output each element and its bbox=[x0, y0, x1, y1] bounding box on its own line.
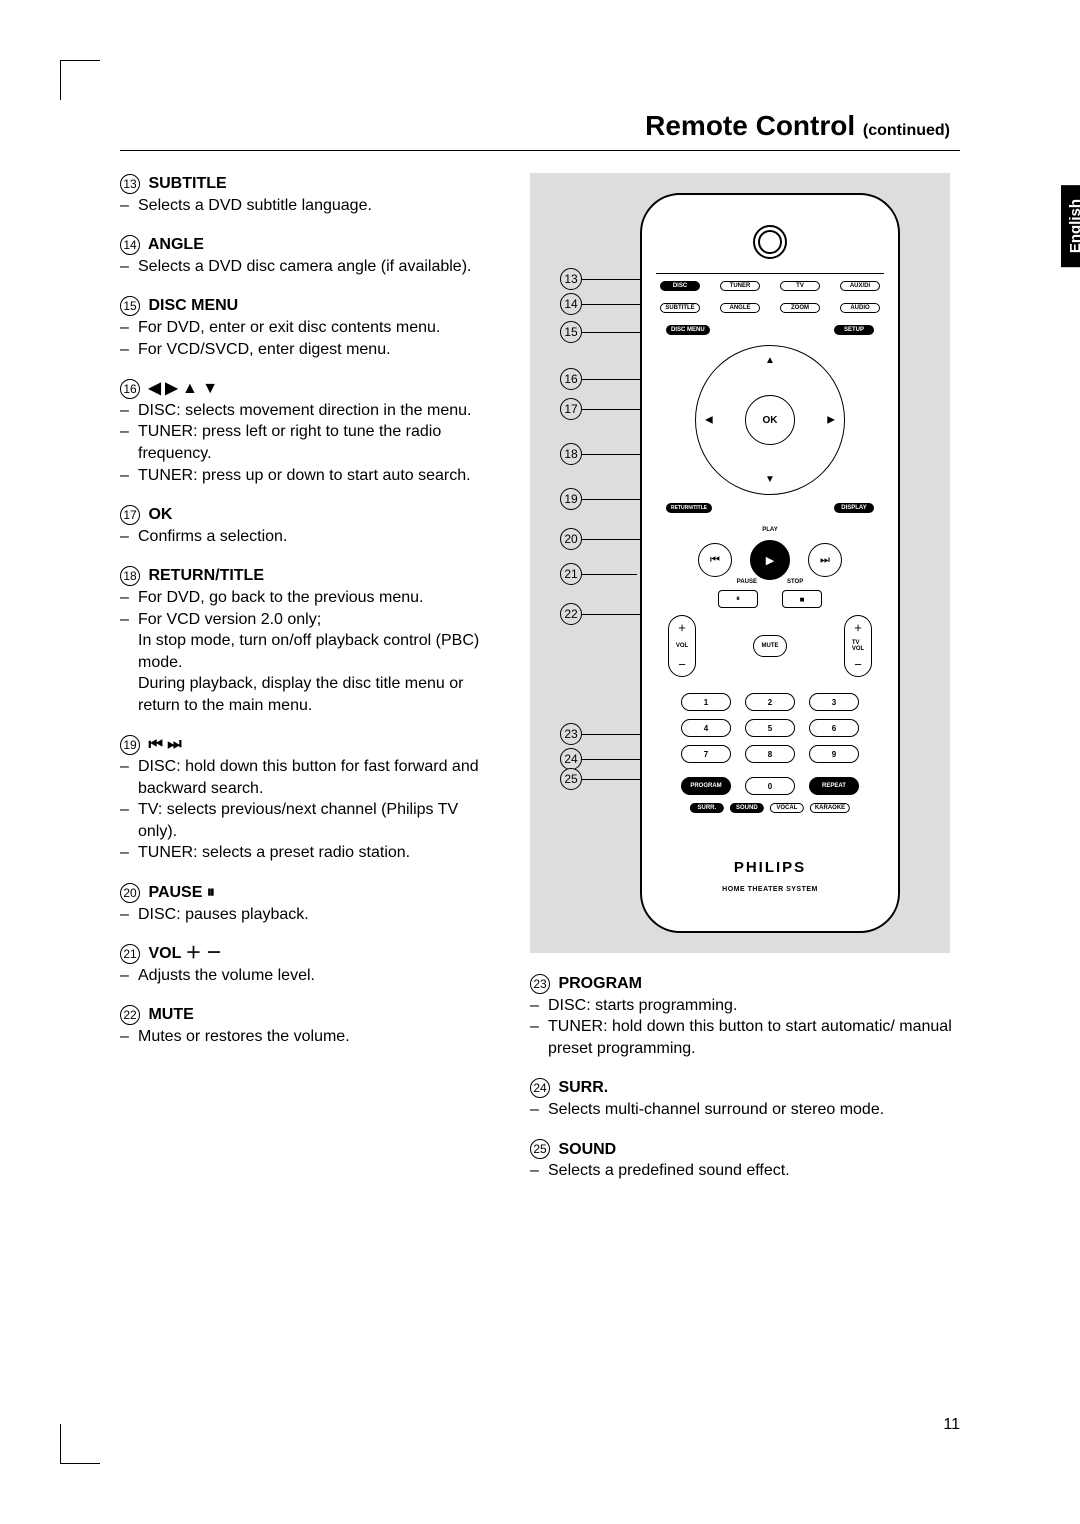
up-arrow-icon: ▲ bbox=[765, 355, 775, 366]
next-button: ⏭ bbox=[808, 543, 842, 577]
entry-20: 20 PAUSE ⏸–DISC: pauses playback. bbox=[120, 882, 490, 925]
entry-24: 24 SURR.–Selects multi-channel surround … bbox=[530, 1077, 960, 1120]
entry-19: 19 ⏮ ⏭–DISC: hold down this button for f… bbox=[120, 734, 490, 864]
entry-14: 14 ANGLE–Selects a DVD disc camera angle… bbox=[120, 234, 490, 277]
pause-stop-row: ⏸ ■ bbox=[718, 590, 822, 608]
zoom-button: ZOOM bbox=[780, 303, 820, 313]
program-button: PROGRAM bbox=[681, 777, 731, 795]
brand-label: PHILIPS bbox=[642, 859, 898, 876]
return-title-button: RETURN/TITLE bbox=[666, 503, 712, 513]
remote-body: DISC TUNER TV AUX/DI SUBTITLE ANGLE ZOOM… bbox=[640, 193, 900, 933]
volume-group: +VOL− MUTE +TV VOL− bbox=[642, 615, 898, 677]
play-button: ▶ bbox=[750, 540, 790, 580]
dpad: OK ▲ ▼ ◀ ▶ bbox=[695, 345, 845, 495]
audio-button: AUDIO bbox=[840, 303, 880, 313]
num-3-button: 3 bbox=[809, 693, 859, 711]
entry-18: 18 RETURN/TITLE–For DVD, go back to the … bbox=[120, 565, 490, 716]
num-6-button: 6 bbox=[809, 719, 859, 737]
language-tab: English bbox=[1061, 185, 1080, 267]
pause-label: PAUSE bbox=[737, 579, 757, 585]
num-8-button: 8 bbox=[745, 745, 795, 763]
disc-button: DISC bbox=[660, 281, 700, 291]
page-title: Remote Control (continued) bbox=[120, 110, 960, 142]
disc-menu-button: DISC MENU bbox=[666, 325, 710, 335]
surr-button: SURR. bbox=[690, 803, 724, 813]
play-label: PLAY bbox=[642, 527, 898, 533]
num-4-button: 4 bbox=[681, 719, 731, 737]
ok-button: OK bbox=[745, 395, 795, 445]
setup-button: SETUP bbox=[834, 325, 874, 335]
source-row: DISC TUNER TV AUX/DI bbox=[660, 281, 880, 291]
callout-24: 24 bbox=[560, 748, 640, 770]
tv-vol-rocker: +TV VOL− bbox=[844, 615, 872, 677]
right-arrow-icon: ▶ bbox=[827, 415, 835, 426]
callout-16: 16 bbox=[560, 368, 650, 390]
left-column: 13 SUBTITLE–Selects a DVD subtitle langu… bbox=[120, 173, 490, 1200]
number-pad: 123 456 789 bbox=[681, 693, 859, 763]
repeat-button: REPEAT bbox=[809, 777, 859, 795]
callout-21: 21 bbox=[560, 563, 637, 585]
entry-21: 21 VOL ＋ －–Adjusts the volume level. bbox=[120, 943, 490, 986]
menu-row: DISC MENU SETUP bbox=[660, 325, 880, 335]
vocal-button: VOCAL bbox=[770, 803, 804, 813]
crop-mark-top-left bbox=[60, 60, 100, 100]
left-arrow-icon: ◀ bbox=[705, 415, 713, 426]
page-number: 11 bbox=[943, 1416, 960, 1434]
num-5-button: 5 bbox=[745, 719, 795, 737]
title-main: Remote Control bbox=[645, 110, 855, 141]
sound-button: SOUND bbox=[730, 803, 764, 813]
subtitle-button: SUBTITLE bbox=[660, 303, 700, 313]
callout-23: 23 bbox=[560, 723, 650, 745]
angle-button: ANGLE bbox=[720, 303, 760, 313]
callout-19: 19 bbox=[560, 488, 647, 510]
stop-button: ■ bbox=[782, 590, 822, 608]
prev-button: ⏮ bbox=[698, 543, 732, 577]
page-content: Remote Control (continued) 13 SUBTITLE–S… bbox=[120, 110, 960, 1200]
entry-17: 17 OK–Confirms a selection. bbox=[120, 504, 490, 547]
right-column: 13 14 15 16 17 18 19 20 21 22 23 24 25 bbox=[530, 173, 960, 1200]
callout-25: 25 bbox=[560, 768, 652, 790]
entry-22: 22 MUTE–Mutes or restores the volume. bbox=[120, 1004, 490, 1047]
karaoke-button: KARAOKE bbox=[810, 803, 850, 813]
remote-diagram: 13 14 15 16 17 18 19 20 21 22 23 24 25 bbox=[530, 173, 950, 953]
zero-button: 0 bbox=[745, 777, 795, 795]
play-controls: ⏮ ▶ ⏭ bbox=[698, 540, 842, 580]
down-arrow-icon: ▼ bbox=[765, 474, 775, 485]
tuner-button: TUNER bbox=[720, 281, 760, 291]
right-text-entries: 23 PROGRAM–DISC: starts programming.–TUN… bbox=[530, 973, 960, 1182]
num-7-button: 7 bbox=[681, 745, 731, 763]
num-1-button: 1 bbox=[681, 693, 731, 711]
power-button-icon bbox=[753, 225, 787, 259]
stop-label: STOP bbox=[787, 579, 803, 585]
feature-row: SUBTITLE ANGLE ZOOM AUDIO bbox=[660, 303, 880, 313]
entry-25: 25 SOUND–Selects a predefined sound effe… bbox=[530, 1139, 960, 1182]
crop-mark-bottom-left bbox=[60, 1424, 100, 1464]
return-display-row: RETURN/TITLE DISPLAY bbox=[660, 503, 880, 513]
mute-button: MUTE bbox=[753, 635, 787, 657]
entry-13: 13 SUBTITLE–Selects a DVD subtitle langu… bbox=[120, 173, 490, 216]
entry-23: 23 PROGRAM–DISC: starts programming.–TUN… bbox=[530, 973, 960, 1059]
pause-button: ⏸ bbox=[718, 590, 758, 608]
entry-16: 16 ◀ ▶ ▲ ▼–DISC: selects movement direct… bbox=[120, 378, 490, 486]
bottom-row-2: SURR. SOUND VOCAL KARAOKE bbox=[690, 803, 850, 813]
vol-rocker: +VOL− bbox=[668, 615, 696, 677]
aux-button: AUX/DI bbox=[840, 281, 880, 291]
bottom-row-1: PROGRAM 0 REPEAT bbox=[681, 777, 859, 795]
num-2-button: 2 bbox=[745, 693, 795, 711]
display-button: DISPLAY bbox=[834, 503, 874, 513]
title-suffix: (continued) bbox=[863, 122, 950, 139]
subbrand-label: HOME THEATER SYSTEM bbox=[642, 886, 898, 893]
entry-15: 15 DISC MENU–For DVD, enter or exit disc… bbox=[120, 295, 490, 360]
num-9-button: 9 bbox=[809, 745, 859, 763]
tv-button: TV bbox=[780, 281, 820, 291]
title-rule bbox=[120, 150, 960, 151]
